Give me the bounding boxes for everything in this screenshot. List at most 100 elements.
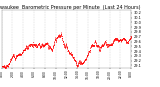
Point <box>83 58 86 59</box>
Point <box>64 47 66 48</box>
Point <box>3 66 6 68</box>
Point <box>63 46 66 48</box>
Point <box>78 60 80 62</box>
Point <box>83 60 85 61</box>
Point <box>98 50 101 52</box>
Point <box>20 53 23 54</box>
Point <box>65 43 67 44</box>
Point <box>125 42 128 43</box>
Point <box>108 45 110 46</box>
Point <box>73 59 76 60</box>
Point <box>57 36 59 37</box>
Point <box>6 65 8 67</box>
Point <box>34 45 36 47</box>
Point <box>97 44 99 46</box>
Point <box>92 45 95 47</box>
Point <box>34 45 36 46</box>
Point <box>89 49 91 51</box>
Point <box>44 44 46 45</box>
Point <box>15 56 17 57</box>
Point <box>10 58 12 59</box>
Point <box>110 43 112 44</box>
Point <box>122 37 124 38</box>
Point <box>11 56 14 57</box>
Point <box>39 46 42 48</box>
Point <box>22 49 24 51</box>
Point <box>128 37 131 39</box>
Point <box>114 38 117 39</box>
Point <box>81 63 84 64</box>
Point <box>73 60 76 61</box>
Point <box>27 46 29 48</box>
Point <box>114 39 116 40</box>
Point <box>125 42 128 43</box>
Point <box>56 36 58 37</box>
Point <box>98 50 101 51</box>
Point <box>45 42 48 44</box>
Point <box>82 62 84 64</box>
Point <box>124 39 127 41</box>
Point <box>119 39 122 41</box>
Point <box>40 45 42 47</box>
Point <box>100 45 103 46</box>
Point <box>53 41 56 43</box>
Point <box>115 39 118 41</box>
Point <box>110 43 112 45</box>
Point <box>11 57 13 58</box>
Point <box>42 45 45 46</box>
Point <box>75 65 78 66</box>
Point <box>88 50 91 51</box>
Point <box>73 58 75 59</box>
Point <box>70 54 73 56</box>
Point <box>45 41 48 43</box>
Point <box>17 54 20 55</box>
Point <box>36 47 38 48</box>
Point <box>72 57 75 58</box>
Point <box>103 42 106 44</box>
Point <box>5 65 8 66</box>
Point <box>118 40 121 41</box>
Point <box>113 39 116 40</box>
Point <box>86 56 88 57</box>
Point <box>67 53 70 54</box>
Point <box>112 40 115 41</box>
Point <box>128 40 130 41</box>
Point <box>16 55 18 56</box>
Point <box>34 44 37 46</box>
Point <box>9 60 11 62</box>
Point <box>1 65 4 67</box>
Point <box>109 44 112 46</box>
Point <box>95 45 98 46</box>
Point <box>64 47 66 49</box>
Point <box>63 47 66 48</box>
Point <box>84 59 87 60</box>
Point <box>63 44 65 46</box>
Point <box>78 63 80 64</box>
Point <box>96 46 98 47</box>
Point <box>104 43 107 44</box>
Point <box>18 54 20 56</box>
Point <box>125 41 127 43</box>
Point <box>71 54 73 55</box>
Point <box>103 43 105 44</box>
Point <box>10 59 12 60</box>
Point <box>68 52 71 54</box>
Point <box>53 43 55 45</box>
Point <box>14 57 17 58</box>
Point <box>65 45 68 46</box>
Point <box>129 37 132 38</box>
Point <box>25 46 27 47</box>
Point <box>24 47 27 48</box>
Point <box>72 56 74 57</box>
Point <box>61 39 64 41</box>
Point <box>56 36 59 37</box>
Point <box>88 50 90 51</box>
Point <box>8 63 10 65</box>
Point <box>71 56 74 57</box>
Point <box>97 44 100 46</box>
Point <box>50 49 53 50</box>
Point <box>43 44 45 46</box>
Point <box>20 52 23 53</box>
Point <box>82 61 85 63</box>
Point <box>59 35 61 37</box>
